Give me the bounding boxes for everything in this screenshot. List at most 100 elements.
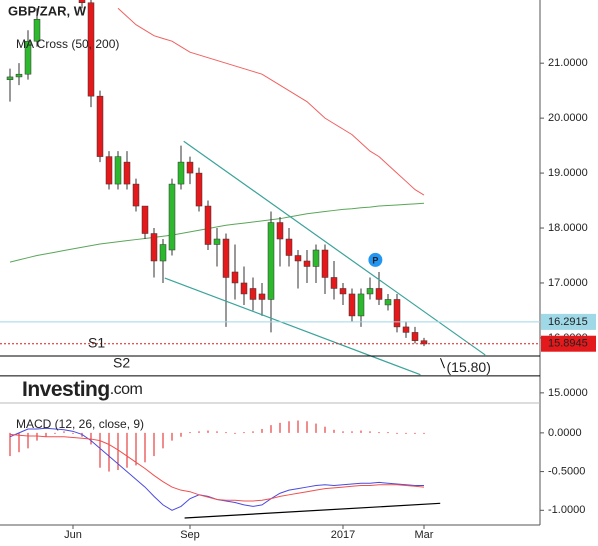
histogram-bar (234, 432, 236, 434)
candle-body (411, 332, 419, 341)
histogram-bar (216, 431, 218, 433)
y-tick-label: 15.0000 (548, 387, 588, 399)
candle-body (276, 222, 284, 240)
candle-body (213, 238, 221, 245)
histogram-bar (72, 432, 74, 434)
chart-title: GBP/ZAR, W (8, 3, 87, 18)
moving-average (117, 7, 425, 196)
candle-body (294, 255, 302, 262)
histogram-bar (135, 432, 137, 466)
y-tick-label: -1.0000 (548, 504, 585, 516)
candle-body (6, 76, 14, 80)
watermark-text: .com (110, 381, 143, 398)
candle-body (258, 293, 266, 300)
candle-body (393, 299, 401, 328)
histogram-bar (279, 422, 281, 433)
indicator-label: MACD (12, 26, close, 9) (16, 417, 144, 431)
x-tick-label: Mar (415, 529, 434, 541)
candle-body (114, 156, 122, 185)
price-label-box (541, 313, 596, 330)
histogram-bar (261, 429, 263, 433)
y-tick-label: -0.5000 (548, 465, 585, 477)
histogram-bar (207, 430, 209, 433)
y-tick-label: 20.0000 (548, 112, 588, 124)
candle-body (330, 277, 338, 289)
pivot-marker (368, 252, 383, 267)
candle-body (87, 2, 95, 97)
price-label-box (541, 335, 596, 352)
candle-body (222, 238, 230, 278)
macd-line (9, 427, 424, 511)
histogram-bar (45, 432, 47, 437)
pivot-label: P (372, 255, 378, 265)
trend-line (183, 140, 486, 356)
histogram-bar (189, 432, 191, 434)
candle-body (105, 156, 113, 185)
trend-line (184, 502, 441, 519)
y-tick-label: 19.0000 (548, 167, 588, 179)
y-tick-label: 18.0000 (548, 222, 588, 234)
indicator-label: MA Cross (50, 200) (16, 37, 119, 51)
candle-body (267, 222, 275, 300)
candle-body (141, 205, 149, 234)
histogram-bar (171, 432, 173, 441)
candle-body (312, 249, 320, 267)
annotation-leader (440, 357, 445, 369)
candle-body (339, 288, 347, 295)
candle-body (204, 205, 212, 245)
macd-panel (9, 420, 441, 519)
histogram-bar (414, 432, 416, 434)
histogram-bar (9, 432, 11, 457)
histogram-bar (27, 432, 29, 449)
histogram-bar (360, 430, 362, 433)
histogram-bar (297, 420, 299, 433)
watermark: Investing.com (22, 378, 143, 401)
candle-body (357, 293, 365, 317)
y-tick-label: 17.0000 (548, 277, 588, 289)
candle-body (249, 288, 257, 300)
level-label: S2 (113, 355, 130, 371)
candle-body (384, 299, 392, 306)
trend-line (164, 277, 421, 376)
candle-body (168, 183, 176, 251)
candle-body (285, 238, 293, 256)
candle-body (186, 161, 194, 174)
moving-average (9, 202, 425, 263)
histogram-bar (378, 432, 380, 434)
histogram-bar (252, 431, 254, 433)
histogram-bar (117, 432, 119, 471)
candle-body (96, 95, 104, 157)
candle-body (123, 161, 131, 185)
candle-body (231, 271, 239, 284)
candle-body (402, 326, 410, 333)
candle-body (366, 288, 374, 295)
histogram-bar (63, 431, 65, 433)
candle-body (132, 183, 140, 207)
annotation: (15.80) (447, 359, 491, 375)
histogram-bar (144, 432, 146, 463)
candle-body (240, 282, 248, 295)
x-tick-label: 2017 (331, 529, 355, 541)
candle-body (33, 18, 41, 42)
x-tick-label: Sep (180, 529, 200, 541)
candle-body (375, 288, 383, 300)
price-panel (0, 0, 540, 377)
histogram-bar (99, 432, 101, 468)
level-label: S1 (88, 335, 105, 351)
labels: GBP/ZAR, W MA Cross (50, 200) MACD (12, … (8, 3, 596, 541)
histogram-bar (333, 429, 335, 433)
histogram-bar (108, 432, 110, 472)
histogram-bar (351, 431, 353, 433)
candle-body (150, 233, 158, 262)
histogram-bar (54, 432, 56, 434)
candle-body (348, 293, 356, 317)
candle-body (195, 172, 203, 207)
histogram-bar (225, 432, 227, 434)
candle-body (159, 244, 167, 262)
histogram-bar (162, 432, 164, 449)
candle-body (303, 260, 311, 267)
candle-body (321, 249, 329, 278)
histogram-bar (369, 431, 371, 433)
price-label: 16.2915 (548, 316, 588, 328)
